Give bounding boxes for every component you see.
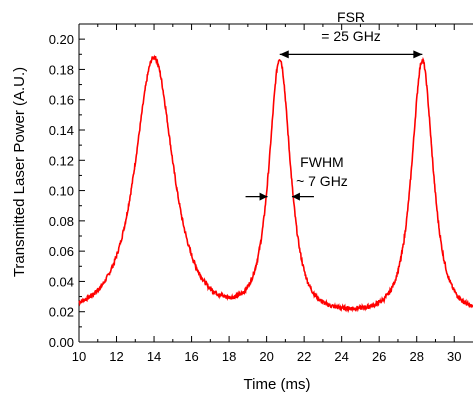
fsr-arrowhead-right	[413, 50, 423, 59]
y-axis: 0.00 0.02 0.04 0.06 0.08 0.10 0.12 0.14 0.16 0.18…	[49, 32, 85, 350]
x-tick-label: 28	[409, 349, 423, 364]
y-tick-label: 0.10	[49, 184, 74, 199]
y-tick-label: 0.08	[49, 214, 74, 229]
y-axis-title: Transmitted Laser Power (A.U.)	[11, 67, 28, 277]
y-tick-label: 0.04	[49, 274, 74, 289]
x-tick-label: 22	[297, 349, 311, 364]
plot-frame	[78, 23, 473, 343]
x-tick-label: 24	[334, 349, 348, 364]
annotations: FSR = 25 GHz FWHM ~ 7 GHz	[245, 9, 423, 201]
series-line	[78, 54, 473, 314]
fsr-value: = 25 GHz	[321, 28, 381, 44]
y-tick-label: 0.20	[49, 32, 74, 47]
fsr-label: FSR	[337, 9, 365, 25]
x-tick-label: 20	[259, 349, 273, 364]
y-tick-label: 0.02	[49, 305, 74, 320]
y-tick-label: 0.12	[49, 153, 74, 168]
y-tick-label: 0.16	[49, 93, 74, 108]
y-tick-label: 0.18	[49, 62, 74, 77]
x-axis-title: Time (ms)	[244, 376, 311, 393]
x-tick-label: 14	[147, 349, 161, 364]
fwhm-label: FWHM	[300, 154, 344, 170]
y-tick-label: 0.00	[49, 335, 74, 350]
series-group	[78, 54, 473, 314]
fwhm-value: ~ 7 GHz	[296, 173, 348, 189]
fsr-arrowhead-left	[279, 50, 289, 59]
x-tick-label: 18	[222, 349, 236, 364]
x-tick-label: 30	[447, 349, 461, 364]
y-tick-label: 0.14	[49, 123, 74, 138]
x-tick-label: 16	[184, 349, 198, 364]
x-tick-label: 12	[109, 349, 123, 364]
x-tick-label: 26	[372, 349, 386, 364]
x-axis: 10 12 14 16 18 20 22 24 26 28 30	[72, 24, 461, 364]
fwhm-arrowhead-left	[259, 192, 268, 201]
fwhm-arrowhead-right	[291, 192, 300, 201]
y-tick-label: 0.06	[49, 244, 74, 259]
x-tick-label: 10	[72, 349, 86, 364]
